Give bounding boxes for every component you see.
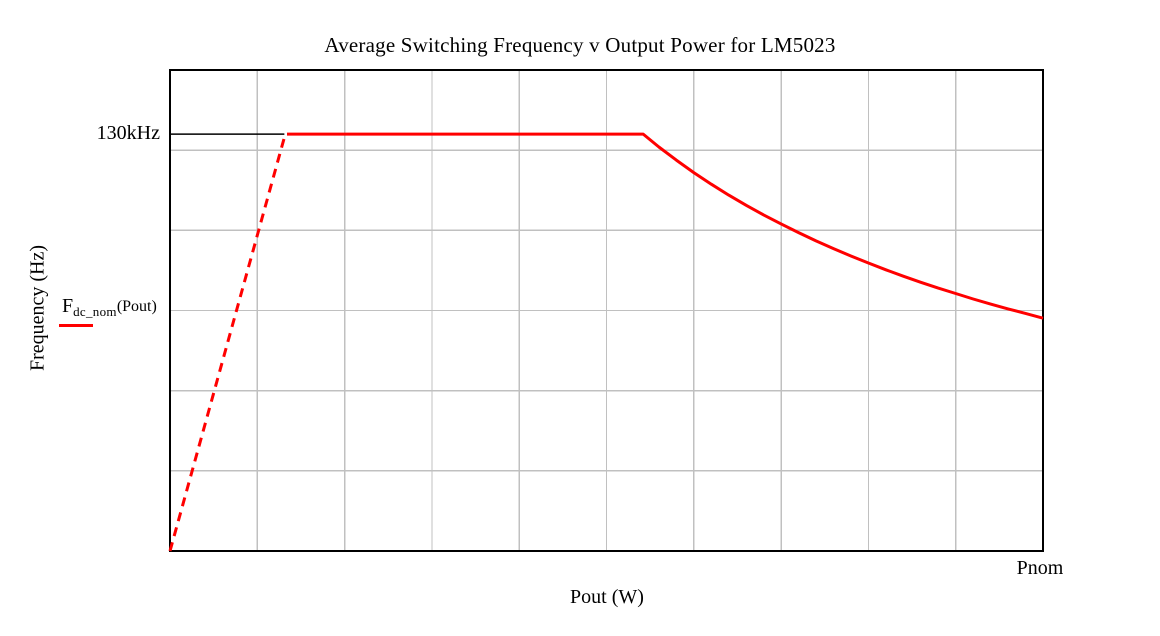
y-axis-title: Frequency (Hz)	[26, 244, 49, 372]
plot-border	[169, 69, 1044, 552]
trace-legend: Fdc_nom(Pout)	[62, 295, 157, 320]
trace-dashed	[168, 136, 286, 552]
legend-function-subscript: dc_nom	[73, 304, 117, 319]
legend-function-argument: (Pout)	[116, 298, 157, 315]
x-axis-title: Pout (W)	[570, 586, 644, 608]
legend-trace-sample-line	[59, 324, 93, 327]
legend-function-symbol: F	[62, 295, 74, 317]
x-axis-end-tick-label: Pnom	[1016, 557, 1064, 579]
chart-title: Average Switching Frequency v Output Pow…	[324, 33, 836, 57]
trace-solid	[287, 132, 1044, 320]
marker-label-130khz: 130kHz	[96, 122, 160, 144]
